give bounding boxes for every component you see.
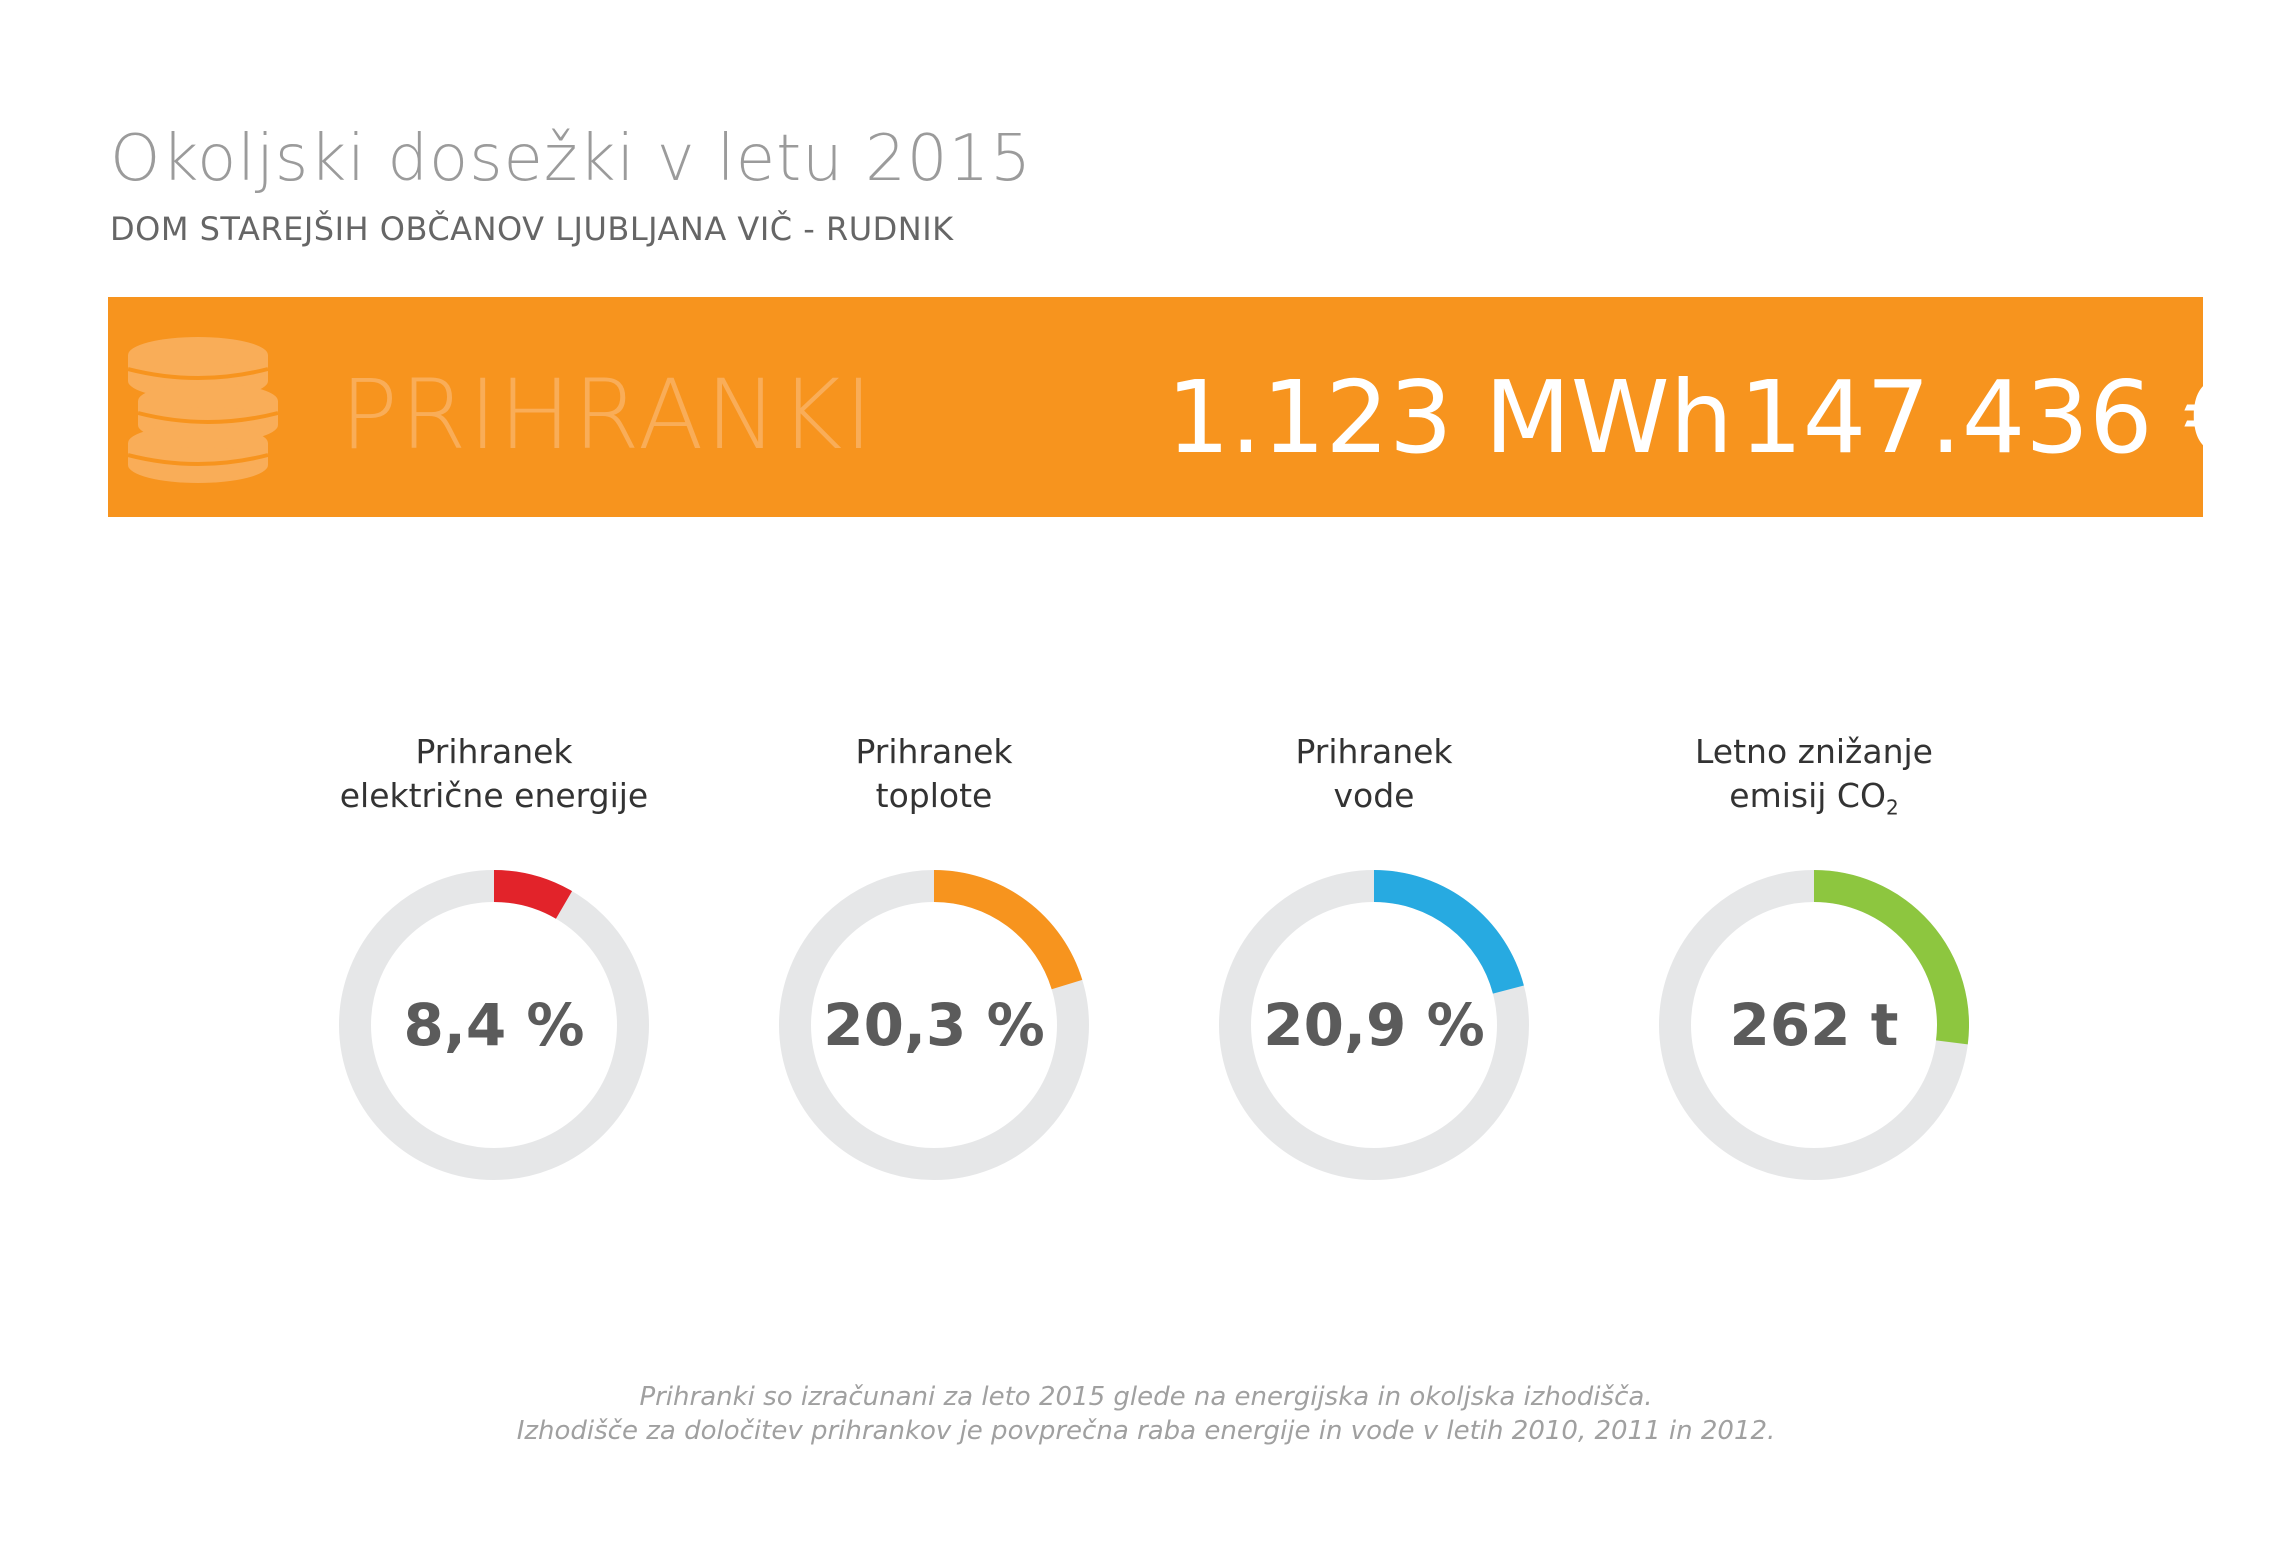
donut-chart: 8,4 % (339, 870, 649, 1180)
footnote: Prihranki so izračunani za leto 2015 gle… (0, 1380, 2292, 1448)
donut-arc (493, 870, 573, 919)
gauge-water: Prihranek vode 20,9 % (1154, 730, 1594, 1180)
gauge-label-line1: Prihranek (855, 732, 1013, 771)
gauge-label-line2: emisij CO2 (1594, 774, 2034, 830)
gauge-value: 8,4 % (403, 991, 584, 1059)
donut-arc (933, 870, 1083, 990)
gauge-value: 20,9 % (1263, 991, 1484, 1059)
page-title: Okoljski dosežki v letu 2015 (110, 122, 1032, 196)
gauge-label-line1: Prihranek (415, 732, 573, 771)
gauge-label-line2: električne energije (339, 776, 649, 815)
footnote-line2: Izhodišče za določitev prihrankov je pov… (516, 1416, 1776, 1446)
gauge-label: Letno znižanje emisij CO2 (1594, 730, 2034, 830)
donut-arc (1813, 870, 1969, 1045)
gauge-label-line1: Prihranek (1295, 732, 1453, 771)
banner-label: PRIHRANKI (340, 359, 875, 471)
money-savings: 147.436 € (1739, 359, 2248, 476)
gauge-label: Prihranek električne energije (274, 730, 714, 830)
donut-chart: 262 t (1659, 870, 1969, 1180)
gauge-electricity: Prihranek električne energije 8,4 % (274, 730, 714, 1180)
donut-chart: 20,9 % (1219, 870, 1529, 1180)
gauge-label: Prihranek vode (1154, 730, 1594, 830)
gauge-co2: Letno znižanje emisij CO2 262 t (1594, 730, 2034, 1180)
coins-icon (128, 337, 279, 483)
gauge-label-line2: vode (1333, 776, 1415, 815)
donut-chart: 20,3 % (779, 870, 1089, 1180)
gauge-label: Prihranek toplote (714, 730, 1154, 830)
footnote-line1: Prihranki so izračunani za leto 2015 gle… (639, 1382, 1653, 1412)
gauge-value: 262 t (1730, 991, 1899, 1059)
subscript: 2 (1885, 795, 1899, 820)
energy-savings: 1.123 MWh (1166, 359, 1733, 476)
gauge-label-line2: toplote (875, 776, 993, 815)
gauge-heat: Prihranek toplote 20,3 % (714, 730, 1154, 1180)
page-subtitle: DOM STAREJŠIH OBČANOV LJUBLJANA VIČ - RU… (110, 210, 954, 248)
gauge-value: 20,3 % (823, 991, 1044, 1059)
gauge-label-line1: Letno znižanje (1695, 732, 1933, 771)
gauge-label-text: emisij CO (1729, 776, 1886, 815)
donut-arc (1373, 870, 1524, 995)
savings-banner: PRIHRANKI 1.123 MWh 147.436 € (108, 297, 2248, 517)
